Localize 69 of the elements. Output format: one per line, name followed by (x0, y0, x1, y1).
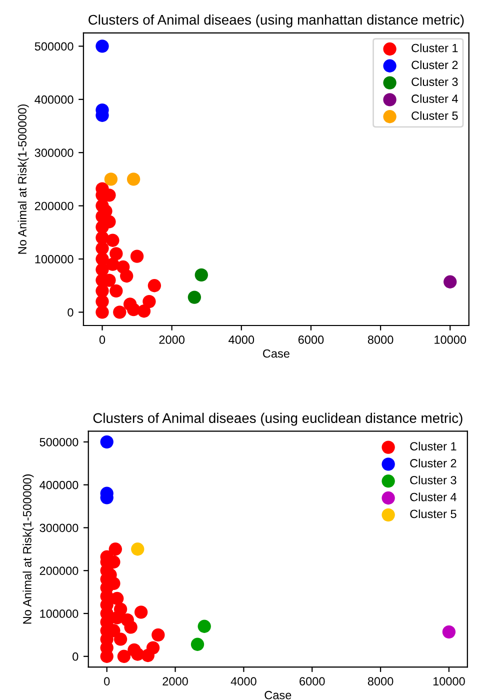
point (152, 628, 165, 642)
point (188, 290, 202, 304)
point (126, 172, 140, 186)
y-tick-label: 400000 (34, 95, 74, 104)
point (110, 284, 123, 298)
point (131, 542, 144, 556)
chart-title: Clusters of Animal diseaes (using manhattan distance metric) (88, 14, 464, 28)
x-tick-label: 10000 (434, 336, 466, 344)
point (117, 650, 131, 663)
y-tick-label: 0 (68, 308, 74, 317)
x-tick-label: 0 (99, 336, 106, 344)
point (134, 606, 148, 619)
point (442, 625, 456, 639)
point (146, 641, 160, 654)
point (124, 620, 138, 634)
point (148, 279, 162, 292)
y-tick-label: 100000 (35, 255, 74, 264)
x-tick-label: 0 (104, 677, 110, 686)
legend-label: Cluster 4 (410, 492, 456, 502)
x-tick-label: 2000 (159, 336, 184, 344)
x-tick-label: 2000 (162, 677, 188, 686)
x-tick-label: 6000 (298, 336, 324, 344)
point (100, 435, 114, 449)
legend-label: Cluster 2 (410, 458, 456, 468)
point (444, 275, 457, 288)
y-axis-title: No Animal at Risk(1-500000) (22, 474, 34, 624)
y-tick-label: 200000 (34, 202, 74, 210)
point (110, 247, 123, 260)
point (137, 304, 151, 318)
x-axis-title: Case (264, 690, 292, 700)
y-tick-label: 300000 (34, 148, 74, 157)
legend-label: Cluster 3 (412, 77, 458, 86)
point (120, 269, 134, 283)
y-tick-label: 400000 (40, 480, 78, 490)
point (194, 268, 208, 282)
legend-label: Cluster 1 (412, 44, 458, 52)
y-tick-label: 100000 (40, 610, 78, 618)
x-tick-label: 4000 (230, 677, 256, 686)
x-tick-label: 4000 (228, 336, 254, 344)
point (113, 306, 126, 319)
point (104, 172, 118, 186)
legend-label: Cluster 5 (410, 509, 456, 518)
point (198, 620, 211, 633)
point (190, 638, 204, 651)
point (114, 602, 128, 616)
point (130, 250, 144, 263)
point (106, 234, 120, 247)
x-tick-label: 6000 (300, 677, 325, 686)
y-tick-label: 500000 (40, 438, 78, 446)
point (110, 592, 124, 606)
point (108, 542, 122, 556)
legend-label: Cluster 3 (410, 476, 456, 484)
y-tick-label: 0 (72, 652, 78, 661)
legend-label: Cluster 5 (412, 111, 458, 120)
point (114, 632, 128, 646)
y-tick-label: 500000 (34, 42, 74, 51)
y-tick-label: 300000 (40, 524, 78, 532)
x-tick-label: 10000 (433, 677, 465, 686)
point (142, 294, 156, 308)
x-tick-label: 8000 (368, 677, 394, 686)
y-tick-label: 200000 (40, 566, 78, 575)
legend-label: Cluster 4 (412, 94, 458, 103)
x-axis-title: Case (263, 349, 290, 358)
chart-title: Clusters of Animal diseaes (using euclidean distance metric) (93, 412, 462, 426)
legend-label: Cluster 1 (410, 442, 456, 450)
point (96, 40, 109, 53)
x-tick-label: 8000 (368, 336, 394, 344)
y-axis-title: No Animal at Risk(1-500000) (18, 104, 29, 254)
legend-label: Cluster 2 (412, 60, 458, 70)
